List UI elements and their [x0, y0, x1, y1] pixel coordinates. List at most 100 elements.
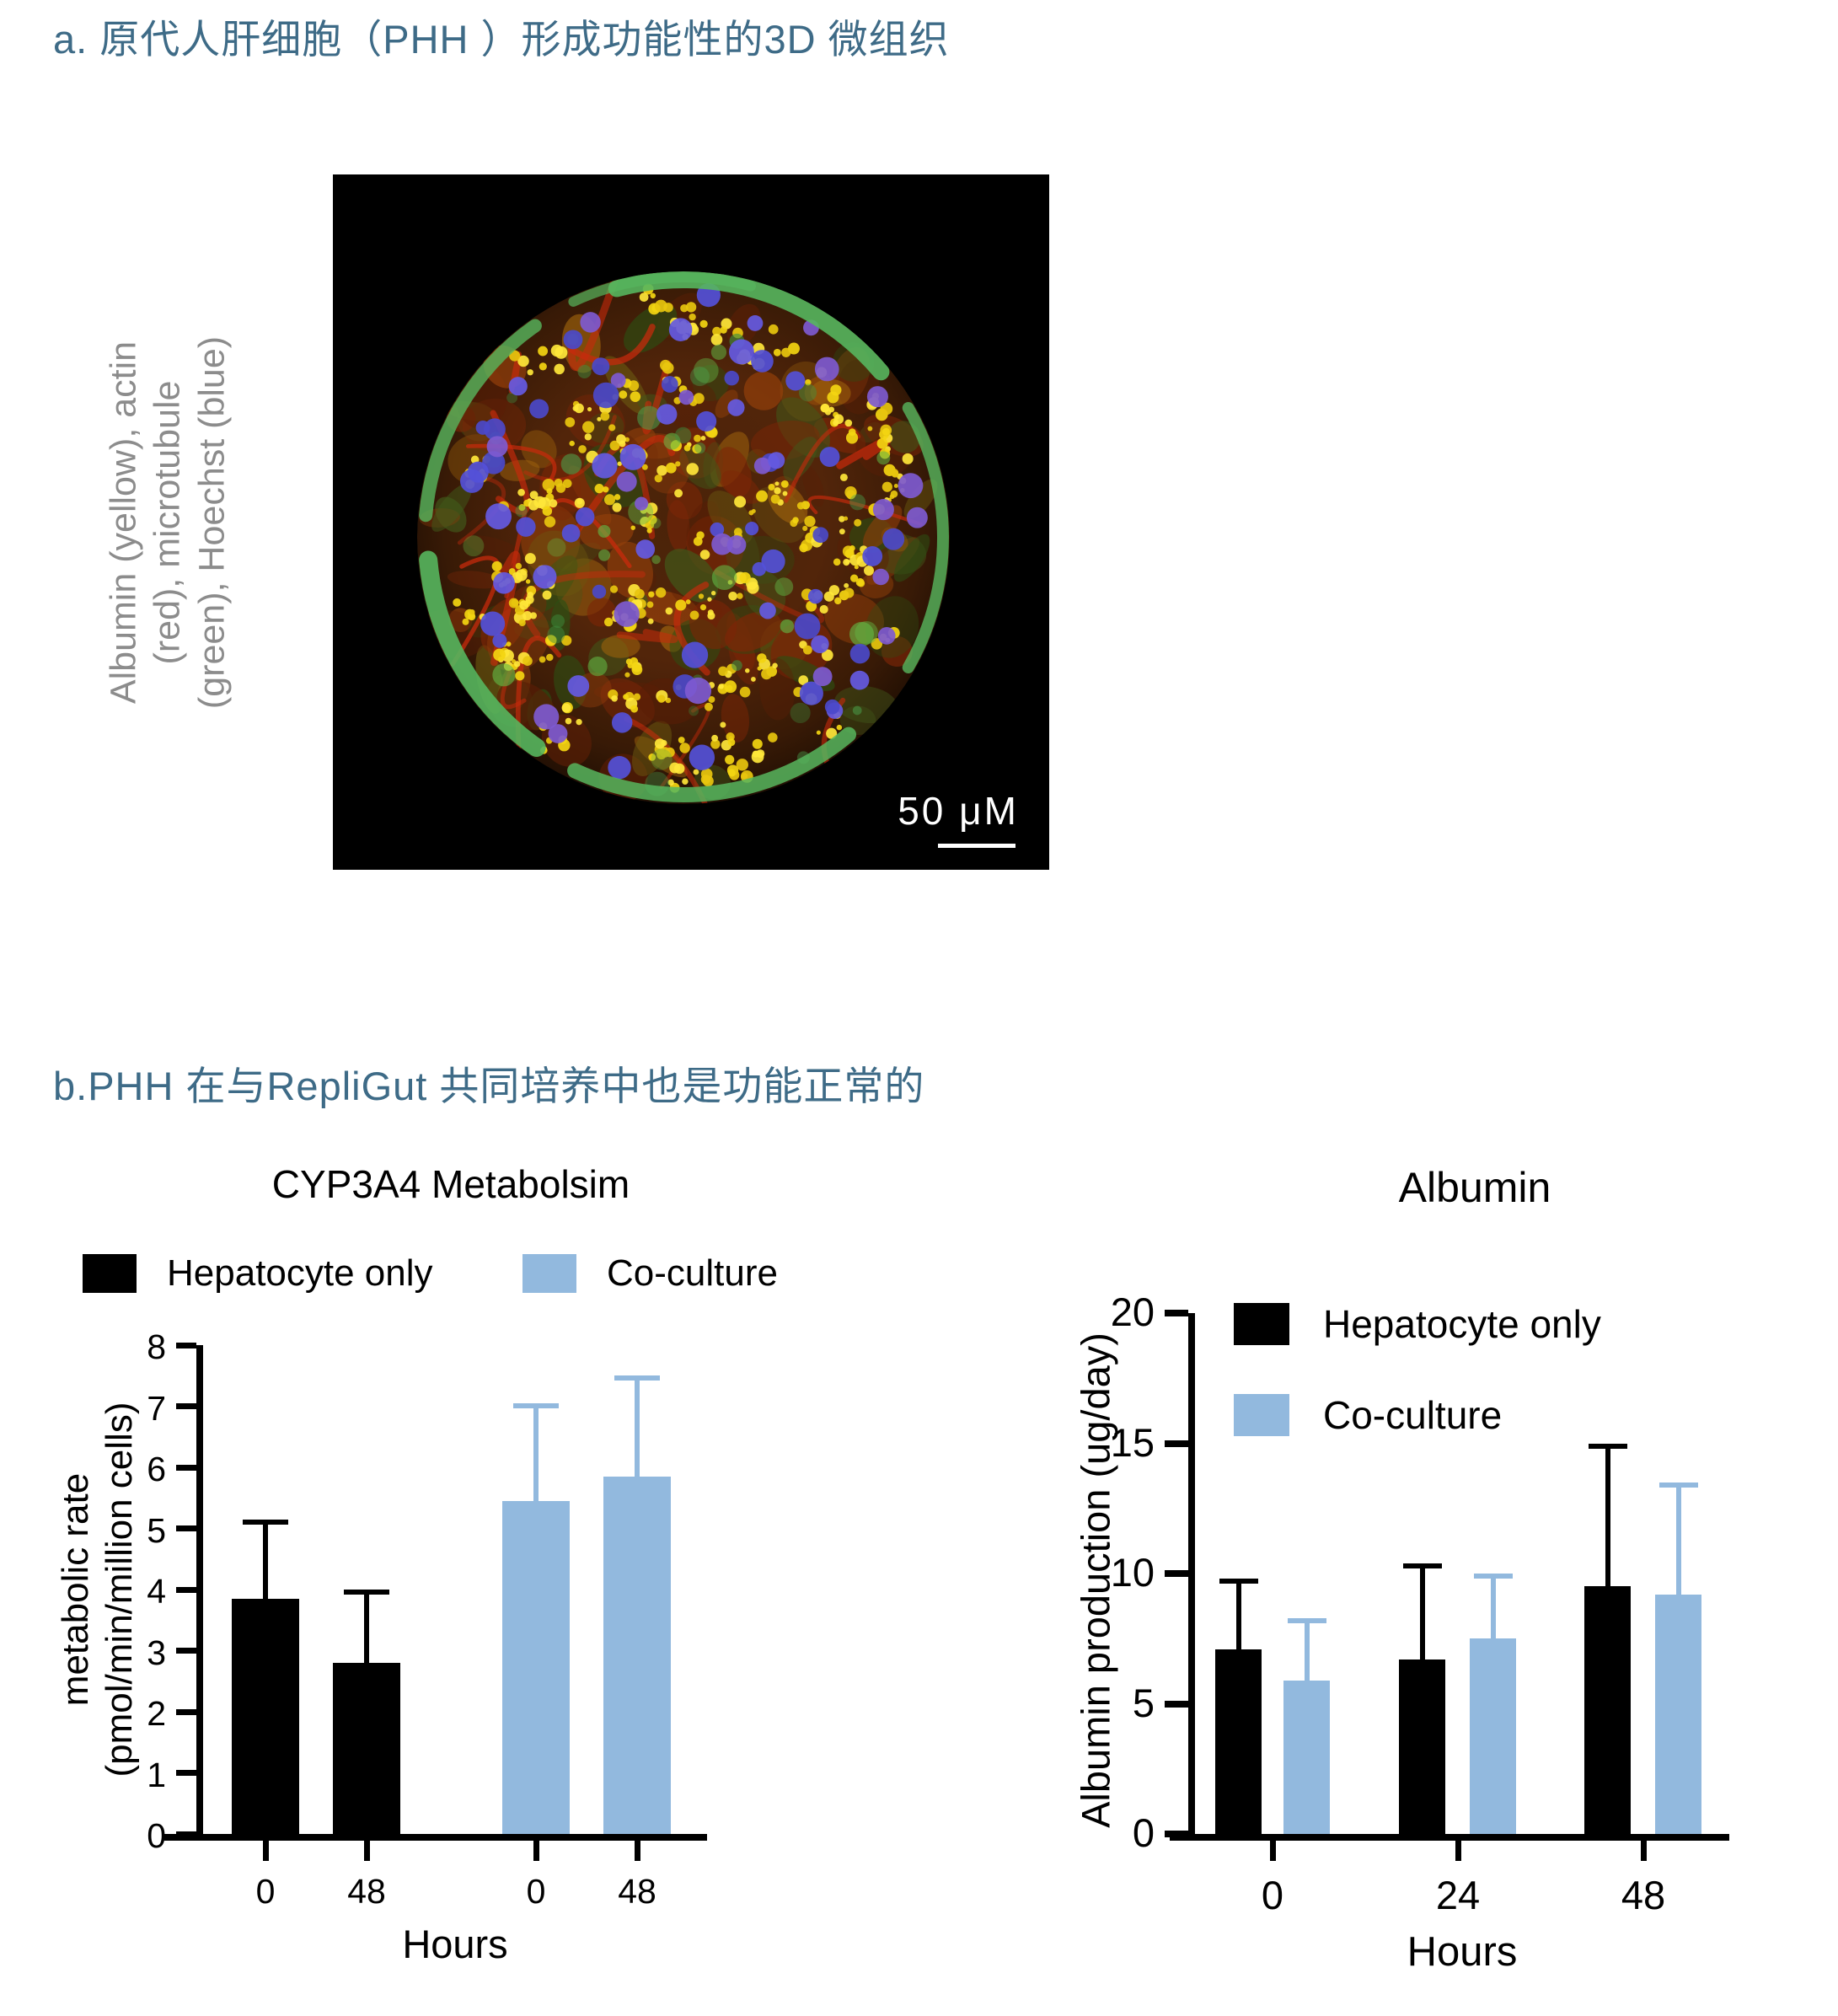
bar-hepatocyte-only-0	[1215, 1649, 1262, 1834]
y-tick-label: 2	[147, 1694, 166, 1733]
albumin-x-axis-label: Hours	[1407, 1929, 1518, 1975]
y-tick-label: 4	[147, 1572, 166, 1611]
error-bar-line	[1235, 1579, 1241, 1649]
y-tick-label: 3	[147, 1633, 166, 1672]
y-tick-label: 0	[1132, 1810, 1155, 1855]
y-tick-label: 6	[147, 1450, 166, 1488]
albumin-plot-area: Hepatocyte only Co-culture Hours 0 5 10 15 2…	[1111, 1289, 1729, 1975]
x-axis-extension	[1170, 1834, 1195, 1841]
x-tick	[1269, 1841, 1276, 1861]
y-tick-label: 15	[1110, 1419, 1155, 1465]
error-bar-cap	[1402, 1563, 1442, 1568]
y-tick	[1165, 1570, 1188, 1577]
x-tick	[533, 1841, 539, 1861]
stain-legend-text: Albumin (yellow), actin (red), microtubu…	[103, 335, 233, 709]
cyp3a4-chart-title: CYP3A4 Metabolsim	[271, 1162, 630, 1206]
y-tick	[176, 1403, 196, 1409]
fluorescence-microscopy-image: 50 μM	[333, 174, 1049, 870]
x-tick-label: 0	[526, 1872, 546, 1911]
x-tick-label: 48	[618, 1872, 656, 1911]
error-bar-line	[364, 1590, 369, 1663]
scale-bar-line	[938, 844, 1015, 848]
panel-a-title: a. 原代人肝细胞（PHH ）形成功能性的3D 微组织	[53, 17, 950, 62]
error-bar-line	[1304, 1617, 1310, 1681]
y-tick	[1165, 1700, 1188, 1708]
cyp3a4-legend: Hepatocyte only Co-culture	[0, 1252, 927, 1303]
legend-label: Hepatocyte only	[167, 1252, 433, 1294]
spheroid-microtissue-illustration	[333, 174, 1049, 870]
error-bar-cap	[614, 1375, 660, 1381]
error-bar-cap	[1658, 1482, 1698, 1488]
y-tick-label: 1	[147, 1755, 166, 1794]
co-culture-swatch	[522, 1254, 576, 1293]
x-tick-label: 24	[1435, 1873, 1481, 1917]
x-tick-label: 0	[255, 1872, 276, 1911]
legend-item-hepatocyte-only: Hepatocyte only	[83, 1252, 433, 1295]
error-bar-line	[1490, 1574, 1496, 1639]
bar-hepatocyte-only-0	[232, 1598, 299, 1834]
error-bar-line	[533, 1402, 539, 1501]
x-tick	[634, 1841, 640, 1861]
bar-hepatocyte-only-48	[333, 1663, 400, 1834]
albumin-chart-title: Albumin	[1398, 1164, 1551, 1211]
error-bar-cap	[344, 1590, 389, 1595]
error-bar-line	[1605, 1443, 1610, 1587]
error-bar-line	[635, 1375, 640, 1477]
legend-item-co-culture: Co-culture	[1234, 1392, 1502, 1438]
legend-item-hepatocyte-only: Hepatocyte only	[1234, 1301, 1601, 1347]
y-tick	[176, 1342, 196, 1348]
bar-co-culture-48	[1655, 1594, 1701, 1834]
y-tick-label: 20	[1110, 1289, 1155, 1334]
x-tick	[1455, 1841, 1461, 1861]
error-bar-cap	[513, 1402, 559, 1408]
x-tick	[1640, 1841, 1647, 1861]
x-tick	[262, 1841, 269, 1861]
y-tick	[176, 1831, 196, 1837]
cyp3a4-x-axis-label: Hours	[402, 1922, 508, 1966]
y-tick-label: 8	[147, 1327, 166, 1366]
x-tick-label: 48	[1621, 1873, 1666, 1917]
y-tick-label: 10	[1110, 1550, 1155, 1595]
error-bar-cap	[1219, 1579, 1258, 1584]
y-tick	[176, 1708, 196, 1715]
y-tick	[176, 1464, 196, 1471]
legend-item-co-culture: Co-culture	[522, 1252, 778, 1295]
y-tick	[1165, 1440, 1188, 1447]
y-tick-label: 5	[1132, 1680, 1155, 1725]
y-tick-label: 7	[147, 1388, 166, 1428]
bar-co-culture-0	[502, 1500, 570, 1834]
x-axis-extension	[164, 1834, 203, 1841]
error-bar-cap	[243, 1519, 288, 1525]
y-tick-label: 0	[147, 1816, 166, 1855]
error-bar-line	[263, 1519, 268, 1599]
panel-b-title: b.PHH 在与RepliGut 共同培养中也是功能正常的	[53, 1064, 925, 1108]
legend-label: Hepatocyte only	[1323, 1302, 1601, 1346]
cyp3a4-plot-area: Hours 0 1 2 3 4 5 6 7 8 0 48 0 48	[147, 1327, 707, 1966]
y-tick	[1165, 1310, 1188, 1316]
error-bar-cap	[1588, 1443, 1627, 1449]
stain-legend-rotated-label: Albumin (yellow), actin (red), microtubu…	[34, 174, 302, 870]
hepatocyte-only-swatch	[83, 1254, 137, 1293]
error-bar-cap	[1287, 1617, 1326, 1623]
y-tick	[1165, 1831, 1188, 1837]
y-tick-label: 5	[147, 1510, 166, 1550]
error-bar-line	[1419, 1563, 1425, 1659]
x-tick-label: 48	[347, 1872, 386, 1911]
bar-co-culture-48	[603, 1476, 671, 1834]
bar-co-culture-0	[1283, 1680, 1330, 1834]
scale-bar: 50 μM	[898, 788, 1019, 848]
x-tick	[363, 1841, 370, 1861]
y-tick	[176, 1648, 196, 1654]
y-tick	[176, 1586, 196, 1593]
error-bar-line	[1675, 1482, 1681, 1595]
legend-label: Co-culture	[607, 1252, 778, 1294]
hepatocyte-only-swatch	[1234, 1303, 1289, 1345]
y-tick	[176, 1770, 196, 1776]
co-culture-swatch	[1234, 1394, 1289, 1436]
y-tick	[176, 1525, 196, 1531]
bar-hepatocyte-only-48	[1584, 1586, 1631, 1834]
legend-label: Co-culture	[1323, 1393, 1503, 1437]
x-tick-label: 0	[1261, 1873, 1284, 1917]
bar-co-culture-24	[1470, 1638, 1516, 1834]
